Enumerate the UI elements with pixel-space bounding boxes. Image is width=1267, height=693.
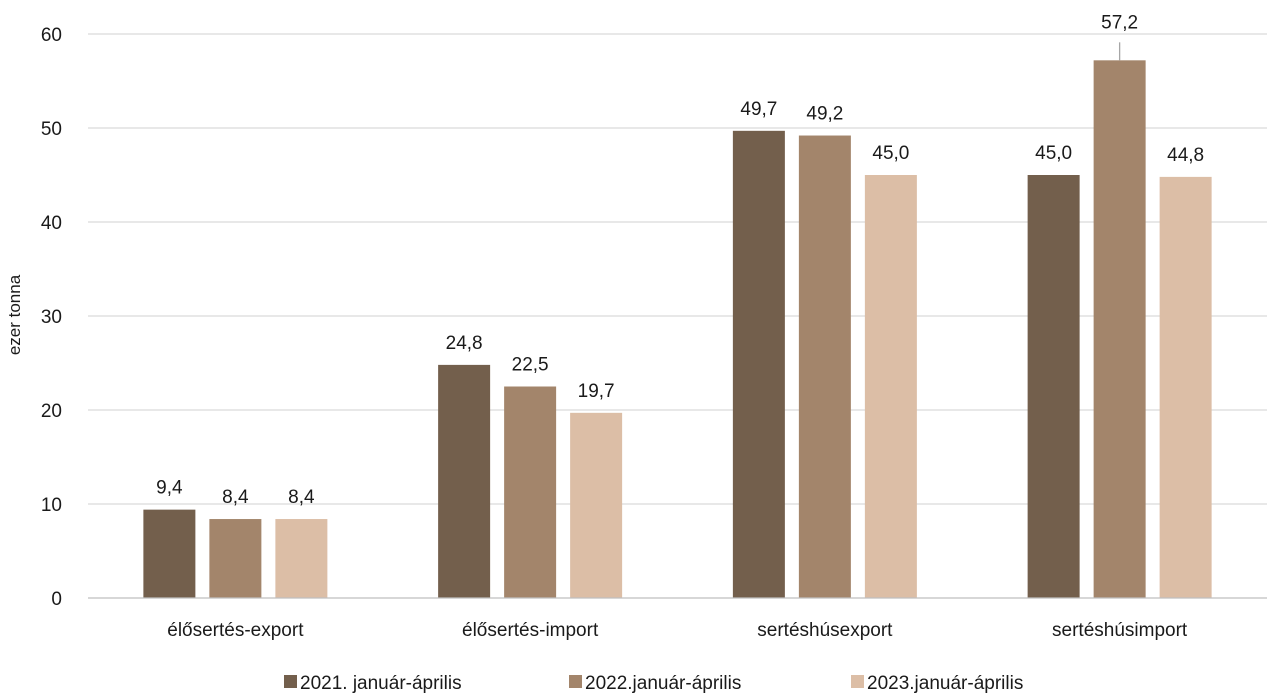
bar <box>1093 60 1146 598</box>
bar <box>570 412 623 598</box>
bar <box>209 519 262 598</box>
y-tick-label: 20 <box>41 401 62 422</box>
y-tick-label: 40 <box>41 213 62 234</box>
data-label: 9,4 <box>156 478 183 499</box>
data-label: 19,7 <box>578 381 615 402</box>
data-label: 44,8 <box>1167 145 1204 166</box>
bar <box>1159 176 1212 598</box>
y-tick-label: 50 <box>41 119 62 140</box>
legend-label: 2022.január-április <box>585 673 741 693</box>
bar <box>798 135 851 598</box>
bar <box>143 509 196 598</box>
bars <box>143 60 1212 598</box>
data-label: 8,4 <box>288 487 315 508</box>
data-label: 24,8 <box>446 333 483 354</box>
y-tick-label: 60 <box>41 25 62 46</box>
data-label: 45,0 <box>1035 143 1072 164</box>
data-label: 45,0 <box>872 143 909 164</box>
legend-swatch <box>569 675 582 688</box>
bar <box>1027 175 1080 598</box>
bar <box>438 364 491 598</box>
gridlines <box>88 33 1267 505</box>
data-label: 49,7 <box>740 99 777 120</box>
x-category-label: sertéshúsimport <box>1052 620 1188 641</box>
legend-label: 2021. január-április <box>300 673 462 693</box>
bar <box>504 386 557 598</box>
x-category-label: sertéshúsexport <box>757 620 893 641</box>
data-label: 22,5 <box>512 355 549 376</box>
y-axis-label: ezer tonna <box>5 274 24 355</box>
data-label: 49,2 <box>806 104 843 125</box>
x-category-label: élősertés-export <box>167 620 304 641</box>
y-tick-label: 10 <box>41 495 62 516</box>
y-axis-ticks: 0 10 20 30 40 50 60 <box>41 25 62 610</box>
y-tick-label: 0 <box>51 589 62 610</box>
y-tick-label: 30 <box>41 307 62 328</box>
legend-label: 2023.január-április <box>867 673 1023 693</box>
legend-swatch <box>284 675 297 688</box>
legend: 2021. január-április 2022.január-április 2… <box>284 673 1023 693</box>
x-category-label: élősertés-import <box>462 620 599 641</box>
bar <box>732 130 785 598</box>
data-labels: 9,4 8,4 8,4 24,8 22,5 19,7 49,7 49,2 45,0 45,0 57,… <box>156 12 1204 508</box>
data-label: 57,2 <box>1101 12 1138 33</box>
data-label: 8,4 <box>222 487 249 508</box>
bar <box>864 175 917 598</box>
legend-swatch <box>851 675 864 688</box>
x-axis-categories: élősertés-export élősertés-import sertéshú… <box>167 620 1188 641</box>
bar <box>275 519 328 598</box>
